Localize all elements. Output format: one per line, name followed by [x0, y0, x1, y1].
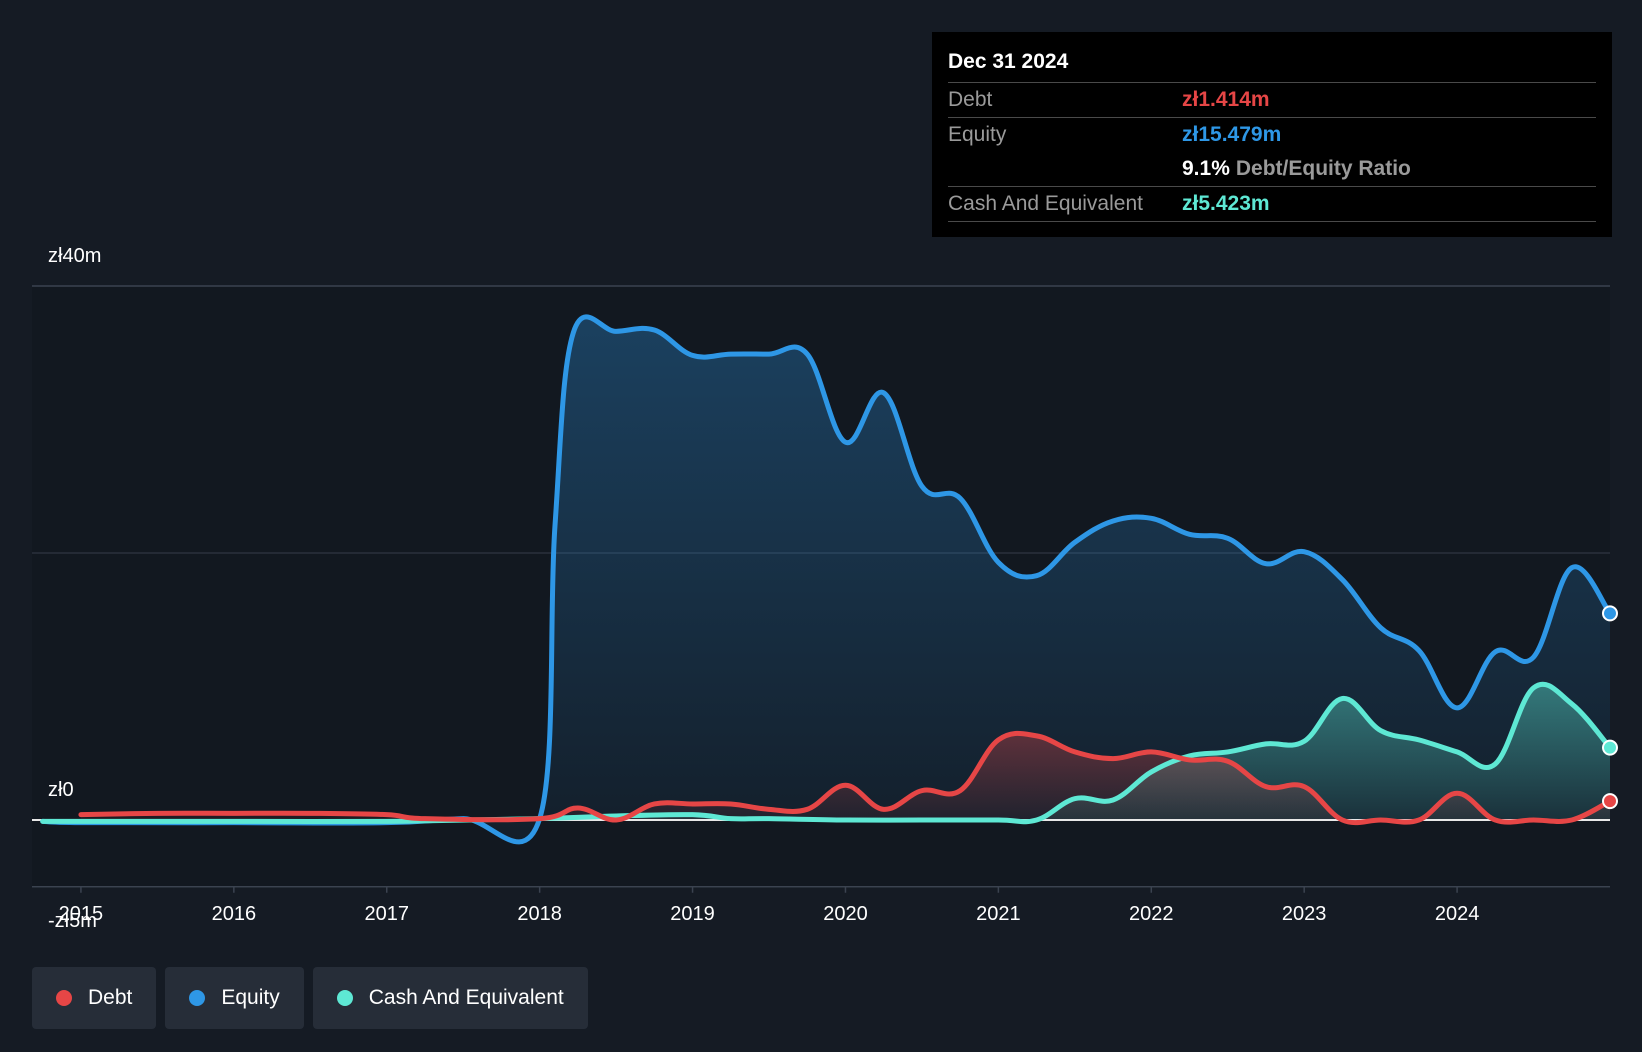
- y-tick-label: -zł5m: [48, 910, 97, 932]
- legend-label-debt: Debt: [88, 986, 133, 1009]
- tooltip: Dec 31 2024 Debt zł1.414m Equity zł15.47…: [932, 32, 1612, 237]
- x-tick-label: 2018: [517, 903, 562, 925]
- debt-end-marker: [1602, 793, 1618, 810]
- tooltip-equity-label: Equity: [948, 123, 1007, 146]
- debt-area: [80, 733, 1610, 823]
- tooltip-row-debt: Debt zł1.414m: [948, 83, 1596, 118]
- tooltip-equity-value: zł15.479m: [1182, 123, 1282, 146]
- tooltip-debt-value: zł1.414m: [1182, 88, 1270, 111]
- x-tick-label: 2015: [59, 903, 104, 925]
- legend-dot-equity: [189, 990, 206, 1006]
- equity-area: [42, 316, 1611, 842]
- tooltip-ratio-value: 9.1%: [1182, 157, 1230, 180]
- tooltip-date: Dec 31 2024: [948, 46, 1596, 83]
- x-tick-label: 2022: [1129, 903, 1174, 925]
- series-layer: [32, 314, 1618, 845]
- x-tick-label: 2019: [670, 903, 715, 925]
- x-tick-label: 2020: [823, 903, 868, 925]
- x-tick-label: 2024: [1435, 903, 1480, 925]
- y-tick-label: zł40m: [48, 245, 101, 267]
- legend-dot-debt: [56, 990, 72, 1006]
- legend-label-cash: Cash And Equivalent: [368, 986, 564, 1009]
- tooltip-cash-value: zł5.423m: [1182, 192, 1270, 215]
- x-tick-label: 2023: [1282, 903, 1327, 925]
- legend: Debt Equity Cash And Equivalent: [32, 967, 588, 1029]
- tooltip-ratio-label: Debt/Equity Ratio: [1235, 157, 1411, 180]
- x-tick-label: 2021: [976, 903, 1021, 925]
- legend-label-equity: Equity: [221, 986, 280, 1009]
- x-tick-label: 2017: [364, 903, 409, 925]
- legend-item-debt[interactable]: Debt: [32, 967, 157, 1029]
- legend-item-equity[interactable]: Equity: [165, 967, 304, 1029]
- legend-item-cash[interactable]: Cash And Equivalent: [312, 967, 588, 1029]
- tooltip-row-cash: Cash And Equivalent zł5.423m: [948, 187, 1596, 222]
- debt-line: [78, 730, 1613, 826]
- tooltip-row-ratio: 9.1% Debt/Equity Ratio: [948, 152, 1596, 187]
- tooltip-row-equity: Equity zł15.479m: [948, 118, 1596, 152]
- equity-end-marker: [1602, 605, 1618, 622]
- tooltip-debt-label: Debt: [948, 88, 993, 111]
- tooltip-cash-label: Cash And Equivalent: [948, 192, 1143, 215]
- cash-and-equivalent-end-marker: [1602, 739, 1618, 756]
- x-tick-label: 2016: [212, 903, 257, 925]
- y-tick-label: zł0: [48, 779, 74, 801]
- legend-dot-cash: [336, 990, 353, 1006]
